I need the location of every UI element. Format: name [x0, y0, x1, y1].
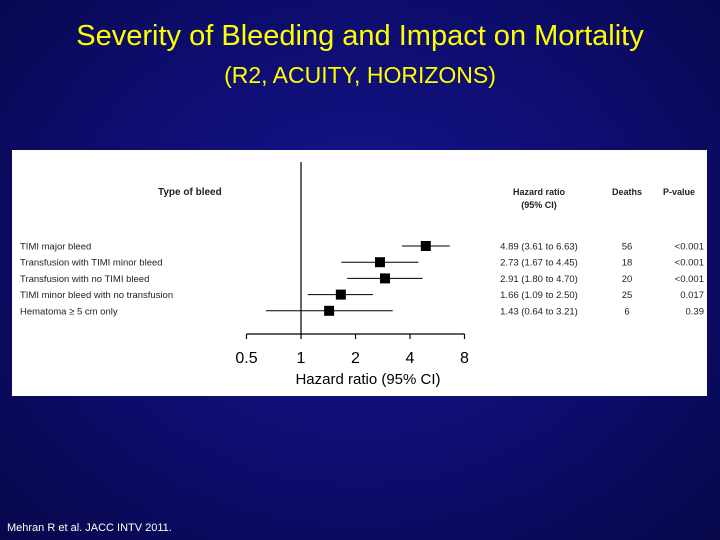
- header-type-of-bleed: Type of bleed: [158, 187, 222, 198]
- deaths-value: 18: [622, 258, 633, 269]
- forest-plot: Type of bleed Hazard ratio (95% CI) Deaths P…: [20, 162, 705, 388]
- hazard-ratio-marker: [374, 257, 385, 268]
- citation: Mehran R et al. JACC INTV 2011.: [7, 522, 172, 534]
- header-p-value: P-value: [663, 187, 695, 197]
- hazard-ratio-value: 1.43 (0.64 to 3.21): [500, 306, 578, 317]
- deaths-value: 25: [622, 290, 633, 301]
- p-value: 0.017: [680, 290, 704, 301]
- p-value: <0.001: [675, 258, 704, 269]
- x-tick-label: 2: [351, 350, 360, 367]
- forest-plot-panel: Type of bleed Hazard ratio (95% CI) Deaths P…: [12, 150, 707, 396]
- row-label: Transfusion with no TIMI bleed: [20, 274, 149, 285]
- hazard-ratio-value: 2.91 (1.80 to 4.70): [500, 274, 578, 285]
- header-hazard-ratio: Hazard ratio: [513, 187, 566, 197]
- x-tick-label: 4: [406, 350, 415, 367]
- x-axis-label: Hazard ratio (95% CI): [295, 371, 440, 388]
- row-label: Hematoma ≥ 5 cm only: [20, 306, 118, 317]
- x-tick-label: 0.5: [235, 350, 257, 367]
- p-value: <0.001: [675, 274, 704, 285]
- p-value: 0.39: [686, 306, 705, 317]
- hazard-ratio-value: 2.73 (1.67 to 4.45): [500, 258, 578, 269]
- slide-subtitle: (R2, ACUITY, HORIZONS): [224, 62, 496, 88]
- deaths-value: 6: [624, 306, 629, 317]
- hazard-ratio-marker: [379, 273, 390, 284]
- deaths-value: 56: [622, 242, 633, 253]
- row-label: TIMI major bleed: [20, 242, 91, 253]
- slide-title: Severity of Bleeding and Impact on Morta…: [76, 20, 644, 52]
- x-tick-label: 1: [297, 350, 306, 367]
- header-hazard-ratio-ci: (95% CI): [521, 200, 557, 210]
- p-value: <0.001: [675, 242, 704, 253]
- hazard-ratio-marker: [324, 305, 335, 316]
- hazard-ratio-value: 4.89 (3.61 to 6.63): [500, 242, 578, 253]
- header-deaths: Deaths: [612, 187, 642, 197]
- x-tick-label: 8: [460, 350, 469, 367]
- hazard-ratio-value: 1.66 (1.09 to 2.50): [500, 290, 578, 301]
- row-label: Transfusion with TIMI minor bleed: [20, 258, 163, 269]
- hazard-ratio-marker: [335, 289, 346, 300]
- hazard-ratio-marker: [420, 241, 431, 251]
- deaths-value: 20: [622, 274, 633, 285]
- row-label: TIMI minor bleed with no transfusion: [20, 290, 173, 301]
